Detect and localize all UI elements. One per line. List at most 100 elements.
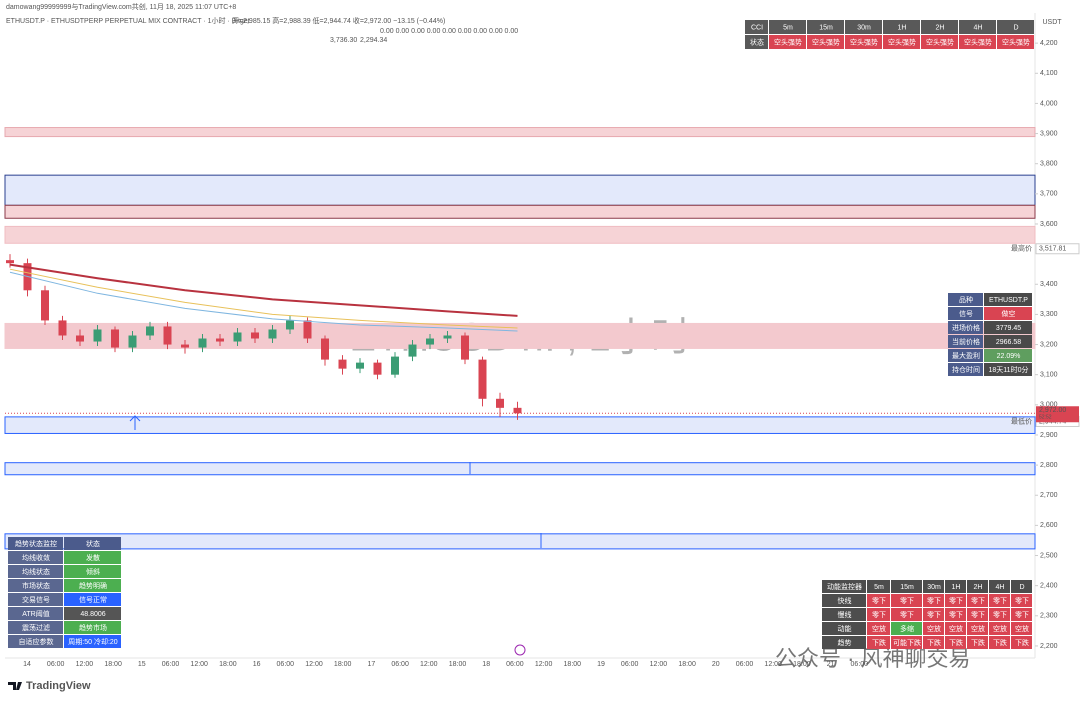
x-tick-label: 06:00 <box>47 661 65 668</box>
x-tick-label: 06:00 <box>162 661 180 668</box>
table-cell <box>1011 622 1032 635</box>
y-tick-label: 4,000 <box>1040 100 1058 107</box>
y-tick-label: 4,100 <box>1040 70 1058 77</box>
y-tick-label: 3,000 <box>1040 402 1058 409</box>
cell-text: 30m <box>927 584 941 591</box>
candle-body <box>93 329 102 342</box>
cell-text: 4H <box>996 584 1005 591</box>
table-cell <box>945 594 966 607</box>
table-cell <box>921 20 958 34</box>
indicator-values: 0.00 0.00 0.00 0.00 0.00 0.00 0.00 0.00 … <box>380 28 518 35</box>
table-cell <box>822 622 866 635</box>
y-tick-label: 2,200 <box>1040 643 1058 650</box>
cell-text: 空放 <box>971 624 985 633</box>
table-cell <box>967 636 988 649</box>
table-cell <box>948 307 983 320</box>
cell-text: 信号正常 <box>79 595 107 604</box>
candle-body <box>496 398 504 408</box>
table-cell <box>845 35 882 49</box>
cell-text: 周期:50 冷却:20 <box>68 637 118 646</box>
y-tick-label: 3,400 <box>1040 281 1058 288</box>
cell-text: 进场价格 <box>952 323 980 332</box>
author-line: damowang99999999与TradingView.com共创, 11月 … <box>6 2 236 11</box>
table-cell <box>945 622 966 635</box>
table-cell <box>1011 636 1032 649</box>
price-mark-label: 最低价 <box>1011 416 1032 425</box>
cell-text: 2966.58 <box>996 339 1021 346</box>
cell-text: D <box>1019 584 1024 591</box>
cell-text: 动能监控器 <box>827 582 862 591</box>
candle-body <box>461 335 469 360</box>
moving-average <box>9 268 518 329</box>
table-cell <box>891 622 922 635</box>
table-cell <box>984 307 1032 320</box>
x-tick-label: 06:00 <box>277 661 295 668</box>
event-icon[interactable] <box>514 644 526 656</box>
x-tick-label: 18:00 <box>334 661 352 668</box>
cell-text: 5m <box>783 24 793 31</box>
y-tick-label: 2,800 <box>1040 462 1058 469</box>
table-cell <box>891 594 922 607</box>
table-cell <box>867 594 890 607</box>
table-cell <box>1011 608 1032 621</box>
zone <box>4 462 1036 476</box>
zone <box>4 127 1036 138</box>
table-cell <box>883 20 920 34</box>
x-tick-label: 18:00 <box>449 661 467 668</box>
plot-area: ETHUSDT.P, 1小时 <box>4 127 1036 550</box>
cell-text: 持仓时间 <box>952 365 980 374</box>
cell-text: 5m <box>874 584 884 591</box>
x-tick-label: 06:00 <box>851 661 869 668</box>
cell-text: 零下 <box>900 597 914 605</box>
x-tick-label: 06:00 <box>391 661 409 668</box>
signal-arrow <box>129 415 141 430</box>
cell-text: 零下 <box>872 597 886 605</box>
candle-body <box>321 338 329 360</box>
cell-text: 下跌 <box>949 638 963 647</box>
x-tick-label: 15 <box>138 661 146 668</box>
y-tick-label: 3,100 <box>1040 372 1058 379</box>
table-cell <box>64 607 121 620</box>
table-cell <box>64 565 121 578</box>
table-cell <box>867 622 890 635</box>
cell-text: 自适应参数 <box>19 637 54 646</box>
candle-body <box>251 332 259 339</box>
cell-text: 零下 <box>1015 597 1029 605</box>
cell-text: 1H <box>898 24 907 31</box>
cell-text: 市场状态 <box>22 581 50 590</box>
y-tick-label: 2,500 <box>1040 552 1058 559</box>
x-tick-label: 06:00 <box>621 661 639 668</box>
candle-body <box>76 335 84 342</box>
table-cell <box>867 636 890 649</box>
cell-text: 当前价格 <box>952 337 980 346</box>
cell-text: 空放 <box>927 624 941 633</box>
table-cell <box>948 363 983 376</box>
cell-text: 零下 <box>900 611 914 619</box>
x-tick-label: 14 <box>23 661 31 668</box>
candle-body <box>233 332 242 342</box>
table-cell <box>948 321 983 334</box>
zone <box>4 204 1036 219</box>
y-tick-label: 2,600 <box>1040 522 1058 529</box>
cell-text: 空头强势 <box>964 37 992 46</box>
y-tick-label: 2,400 <box>1040 583 1058 590</box>
y-tick-label: 3,200 <box>1040 341 1058 348</box>
zone <box>4 416 1036 434</box>
table-cell <box>807 20 844 34</box>
table-cell <box>989 636 1010 649</box>
cell-text: 均线状态 <box>22 567 50 576</box>
candle-body <box>41 290 49 321</box>
table-cell <box>984 363 1032 376</box>
table-cell <box>769 20 806 34</box>
cell-text: 空放 <box>949 624 963 633</box>
candle-body <box>6 260 14 264</box>
table-cell <box>745 20 768 34</box>
cell-text: 做空 <box>1002 309 1016 318</box>
y-tick-label: 3,300 <box>1040 311 1058 318</box>
cell-text: 零下 <box>971 597 985 605</box>
cell-text: 下跌 <box>1015 638 1029 647</box>
cell-text: 下跌 <box>872 638 886 647</box>
currency: USDT <box>1042 19 1062 26</box>
cell-text: 下跌 <box>971 638 985 647</box>
